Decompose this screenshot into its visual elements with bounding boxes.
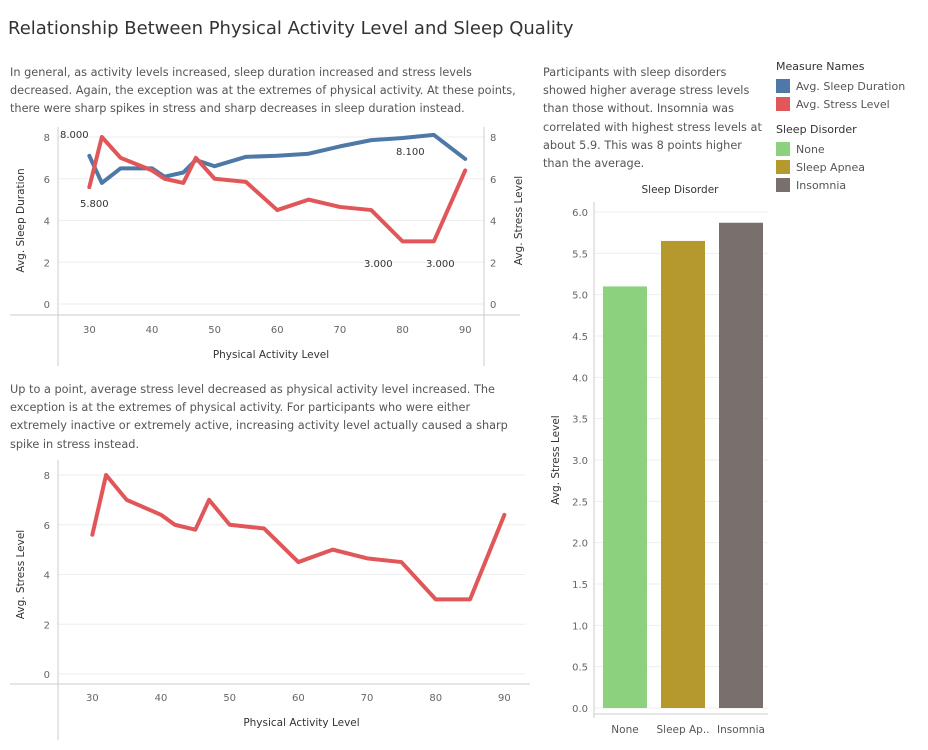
legend-swatch-stress-level: [776, 97, 790, 111]
bar: [603, 286, 647, 708]
axis-label-y: Avg. Stress Level: [550, 415, 562, 504]
tick-label-y-right: 0: [490, 300, 496, 311]
tick-label-x: Insomnia: [717, 724, 765, 736]
description-bar-chart: Participants with sleep disorders showed…: [543, 66, 762, 171]
tick-label-x: 30: [83, 325, 96, 336]
tick-label-x: 90: [459, 325, 472, 336]
bar-chart-title: Sleep Disorder: [642, 184, 720, 196]
tick-label-x: 40: [146, 325, 159, 336]
tick-label-y: 0.5: [572, 663, 588, 674]
tick-label-y-right: 2: [490, 258, 496, 269]
tick-label-x: 80: [429, 693, 442, 704]
legend-measure-names-title: Measure Names: [776, 60, 865, 73]
tick-label-x: 50: [208, 325, 221, 336]
legend-item-stress-level[interactable]: Avg. Stress Level: [776, 95, 905, 113]
tick-label-y-left: 2: [44, 258, 50, 269]
legend-label-sleep-apnea: Sleep Apnea: [796, 160, 866, 174]
legend-item-sleep-apnea[interactable]: Sleep Apnea: [776, 158, 865, 176]
legend-swatch-insomnia: [776, 178, 790, 192]
axis-label-y-right: Avg. Stress Level: [513, 176, 525, 265]
page-title: Relationship Between Physical Activity L…: [8, 18, 574, 39]
axis-label-x: Physical Activity Level: [243, 717, 359, 729]
tick-label-x: 50: [223, 693, 236, 704]
tick-label-y-right: 6: [490, 175, 496, 186]
tick-label-y-left: 6: [44, 175, 50, 186]
tick-label-y: 3.5: [572, 415, 588, 426]
description-combined-chart: In general, as activity levels increased…: [10, 66, 516, 116]
tick-label-x: 30: [86, 693, 99, 704]
tick-label-y: 3.0: [572, 456, 588, 467]
tick-label-x: 60: [271, 325, 284, 336]
tick-label-x: Sleep Ap..: [656, 724, 709, 736]
legend-item-sleep-duration[interactable]: Avg. Sleep Duration: [776, 77, 905, 95]
legend-sleep-disorder-title: Sleep Disorder: [776, 123, 857, 136]
axis-label-y: Avg. Stress Level: [15, 530, 27, 619]
tick-label-x: 90: [498, 693, 511, 704]
tick-label-y: 8: [44, 471, 50, 482]
tick-label-y: 6.0: [572, 208, 588, 219]
series-line-stress-level: [90, 473, 507, 602]
bar: [661, 240, 705, 708]
data-label: 8.100: [396, 147, 425, 158]
axis-label-x: Physical Activity Level: [213, 349, 329, 361]
data-label: 5.800: [80, 199, 109, 210]
series-line-stress-level: [87, 135, 468, 244]
series-line-sleep-duration: [87, 132, 468, 185]
bar: [719, 222, 763, 708]
tick-label-x: 80: [396, 325, 409, 336]
tick-label-y-right: 4: [490, 217, 496, 228]
legend-label-insomnia: Insomnia: [796, 178, 847, 192]
tick-label-y-left: 8: [44, 133, 50, 144]
legend-label-none: None: [796, 142, 825, 156]
axis-label-y-left: Avg. Sleep Duration: [15, 168, 27, 272]
legend-item-none[interactable]: None: [776, 140, 865, 158]
tick-label-y: 1.5: [572, 580, 588, 591]
tick-label-y: 6: [44, 521, 50, 532]
tick-label-x: 40: [155, 693, 168, 704]
tick-label-y: 0.0: [572, 704, 588, 715]
tick-label-y: 5.0: [572, 291, 588, 302]
tick-label-y-left: 0: [44, 300, 50, 311]
tick-label-x: None: [611, 724, 638, 736]
tick-label-y: 1.0: [572, 621, 588, 632]
tick-label-y: 0: [44, 670, 50, 681]
description-stress-chart: Up to a point, average stress level decr…: [10, 383, 508, 451]
legend-measure-names: Measure Names Avg. Sleep Duration Avg. S…: [776, 60, 905, 113]
tick-label-x: 70: [361, 693, 374, 704]
data-label: 3.000: [426, 259, 455, 270]
legend-swatch-sleep-apnea: [776, 160, 790, 174]
tick-label-y-right: 8: [490, 133, 496, 144]
legend-label-stress-level: Avg. Stress Level: [796, 97, 890, 111]
legend-sleep-disorder: Sleep Disorder None Sleep Apnea Insomnia: [776, 123, 865, 194]
legend-label-sleep-duration: Avg. Sleep Duration: [796, 79, 906, 93]
tick-label-y: 5.5: [572, 249, 588, 260]
data-label: 3.000: [364, 259, 393, 270]
tick-label-y: 4.5: [572, 332, 588, 343]
tick-label-y: 2.5: [572, 497, 588, 508]
legend-swatch-sleep-duration: [776, 79, 790, 93]
tick-label-y: 4: [44, 571, 50, 582]
legend-swatch-none: [776, 142, 790, 156]
tick-label-x: 70: [334, 325, 347, 336]
legend-item-insomnia[interactable]: Insomnia: [776, 176, 865, 194]
tick-label-x: 60: [292, 693, 305, 704]
tick-label-y: 2: [44, 620, 50, 631]
tick-label-y-left: 4: [44, 217, 50, 228]
tick-label-y: 4.0: [572, 373, 588, 384]
tick-label-y: 2.0: [572, 539, 588, 550]
data-label: 8.000: [60, 130, 89, 141]
